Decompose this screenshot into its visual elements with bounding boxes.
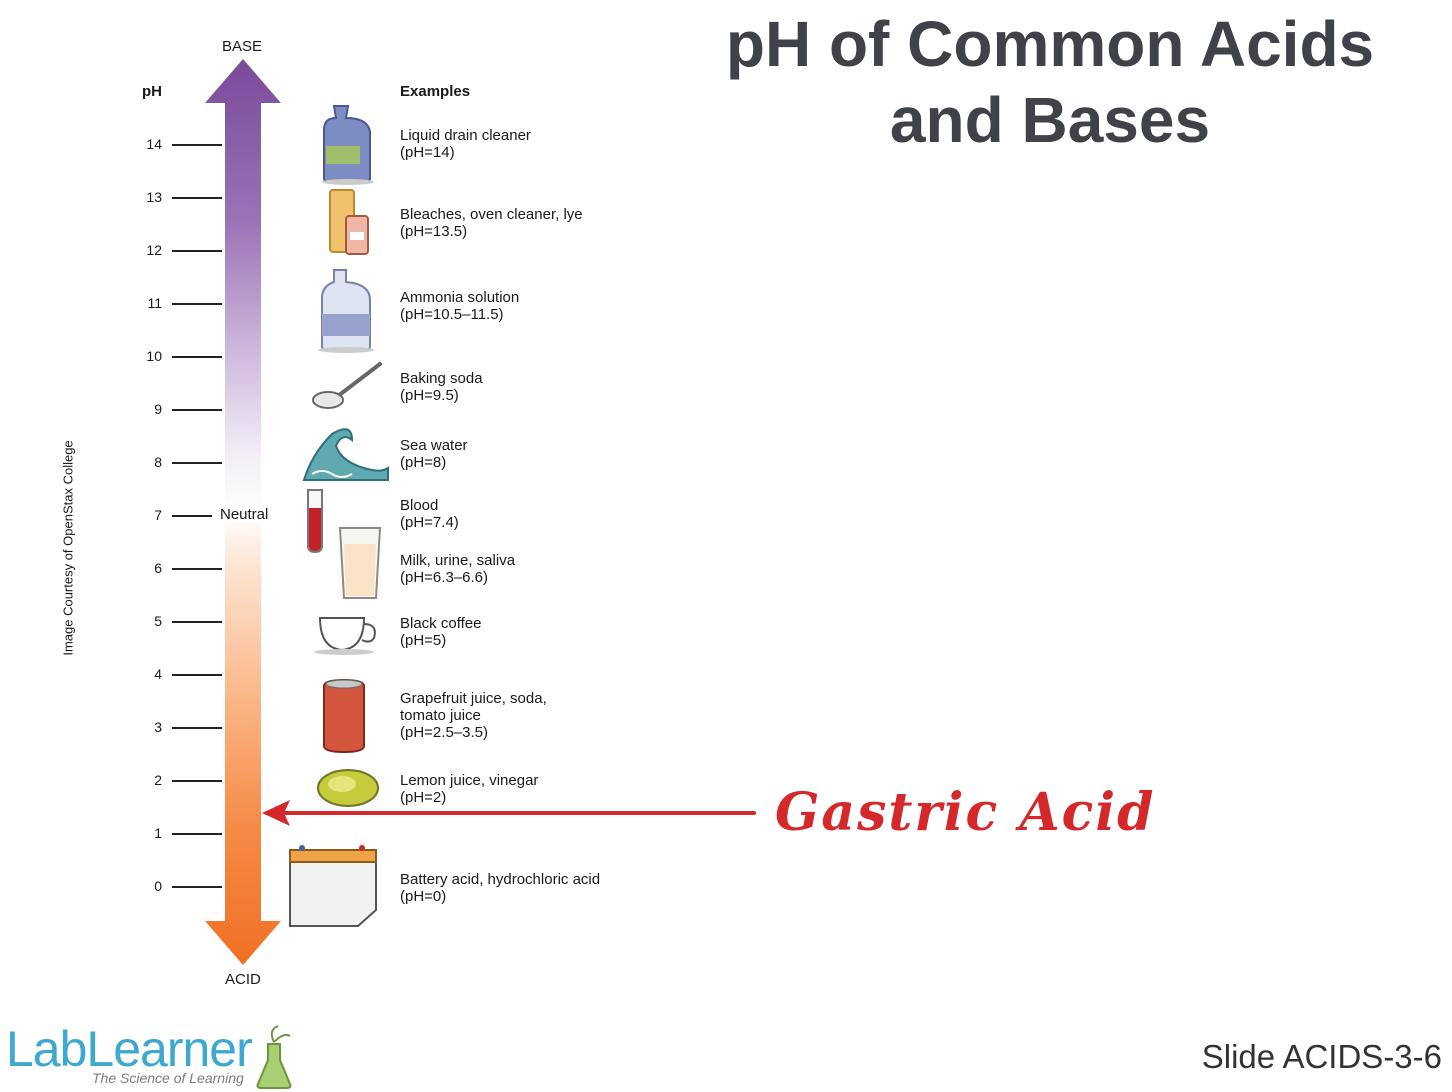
bleach-containers-icon — [329, 189, 369, 255]
example-ph: (pH=8) — [400, 454, 447, 471]
tick-mark — [172, 462, 222, 464]
example-ph: (pH=6.3–6.6) — [400, 569, 488, 586]
example-name: Grapefruit juice, soda, — [400, 690, 547, 707]
tick-mark — [172, 144, 222, 146]
title-line-2: and Bases — [889, 84, 1211, 156]
logo-tagline: The Science of Learning — [92, 1070, 244, 1086]
example-item: Battery acid, hydrochloric acid (pH=0) — [400, 871, 600, 905]
tick-label: 13 — [146, 189, 162, 205]
example-name: Milk, urine, saliva — [400, 552, 516, 569]
example-ph: (pH=9.5) — [400, 387, 459, 404]
tick-mark — [172, 356, 222, 358]
tick-mark — [172, 780, 222, 782]
tick-label: 4 — [154, 666, 162, 682]
example-item: Liquid drain cleaner (pH=14) — [400, 127, 531, 161]
tick-label: 14 — [146, 136, 162, 152]
example-ph: (pH=5) — [400, 632, 447, 649]
example-item: Milk, urine, saliva (pH=6.3–6.6) — [400, 552, 515, 586]
tick-label: 2 — [154, 772, 162, 788]
base-label: BASE — [222, 38, 263, 55]
spoon-icon — [312, 362, 382, 409]
tick-label: 10 — [146, 348, 162, 364]
lablearner-logo: LabLearner The Science of Learning — [6, 1020, 253, 1086]
tick-mark — [172, 409, 222, 411]
example-name: Baking soda — [400, 370, 483, 387]
tick-mark — [172, 886, 222, 888]
tick-label: 1 — [154, 825, 162, 841]
example-name: Liquid drain cleaner — [400, 127, 531, 144]
example-name: Lemon juice, vinegar — [400, 772, 539, 789]
example-item: Ammonia solution (pH=10.5–11.5) — [400, 289, 519, 323]
tick-label: 11 — [147, 295, 162, 311]
soda-can-icon — [323, 678, 365, 754]
logo-name: LabLearner — [6, 1021, 253, 1077]
tick-mark — [172, 833, 222, 835]
tick-mark — [172, 303, 222, 305]
coffee-cup-icon — [314, 617, 376, 655]
example-item: Baking soda (pH=9.5) — [400, 370, 483, 404]
example-ph: (pH=2) — [400, 789, 447, 806]
example-item: Black coffee (pH=5) — [400, 615, 481, 649]
example-ph: (pH=7.4) — [400, 514, 459, 531]
flask-icon — [256, 1025, 292, 1089]
example-ph: (pH=14) — [400, 144, 455, 161]
tick-label: 8 — [154, 454, 162, 470]
tick-label: 6 — [154, 560, 162, 576]
tick-label: 5 — [154, 613, 162, 629]
tick-mark — [172, 621, 222, 623]
gastric-acid-label: Gastric Acid — [775, 782, 1156, 843]
gastric-acid-arrow — [262, 800, 756, 826]
page-title: pH of Common Acids and Bases — [700, 6, 1400, 158]
slide-id: Slide ACIDS-3-6 — [1201, 1038, 1442, 1075]
test-tube-icon — [307, 489, 323, 554]
examples-header: Examples — [400, 83, 471, 100]
example-ph: (pH=10.5–11.5) — [400, 306, 504, 323]
title-line-1: pH of Common Acids — [725, 8, 1375, 80]
example-ph: (pH=0) — [400, 888, 447, 905]
glass-icon — [338, 527, 382, 599]
tick-label: 12 — [146, 242, 162, 258]
example-name: Sea water — [400, 437, 468, 454]
ammonia-jug-icon — [318, 269, 374, 353]
example-item: Blood (pH=7.4) — [400, 497, 459, 531]
tick-label: 3 — [154, 719, 162, 735]
neutral-label: Neutral — [218, 506, 271, 523]
tick-mark — [172, 250, 222, 252]
example-ph: (pH=13.5) — [400, 223, 468, 240]
example-name: Ammonia solution — [400, 289, 520, 306]
tick-mark — [172, 197, 222, 199]
example-name: Black coffee — [400, 615, 482, 632]
example-name: Blood — [400, 497, 439, 514]
example-item: Sea water (pH=8) — [400, 437, 468, 471]
tick-label: 9 — [154, 401, 162, 417]
image-credit: Image Courtesy of OpenStax College — [60, 440, 76, 656]
example-name: Bleaches, oven cleaner, lye — [400, 206, 583, 223]
tick-mark — [172, 515, 212, 517]
tick-mark — [172, 674, 222, 676]
ph-column-header: pH — [142, 83, 162, 100]
wave-icon — [302, 428, 389, 481]
tick-mark — [172, 727, 222, 729]
example-ph: (pH=2.5–3.5) — [400, 724, 488, 741]
lemon-icon — [317, 769, 379, 807]
example-item: Grapefruit juice, soda, tomato juice (pH… — [400, 690, 547, 741]
example-name: Battery acid, hydrochloric acid — [400, 871, 601, 888]
tick-label: 0 — [154, 878, 162, 894]
battery-icon — [289, 845, 377, 927]
drain-cleaner-bottle-icon — [322, 105, 374, 185]
acid-label: ACID — [225, 971, 261, 988]
tick-mark — [172, 568, 222, 570]
example-item: Bleaches, oven cleaner, lye (pH=13.5) — [400, 206, 583, 240]
tick-label: 7 — [154, 507, 162, 523]
example-name-line-2: tomato juice — [400, 707, 481, 724]
example-item: Lemon juice, vinegar (pH=2) — [400, 772, 538, 806]
